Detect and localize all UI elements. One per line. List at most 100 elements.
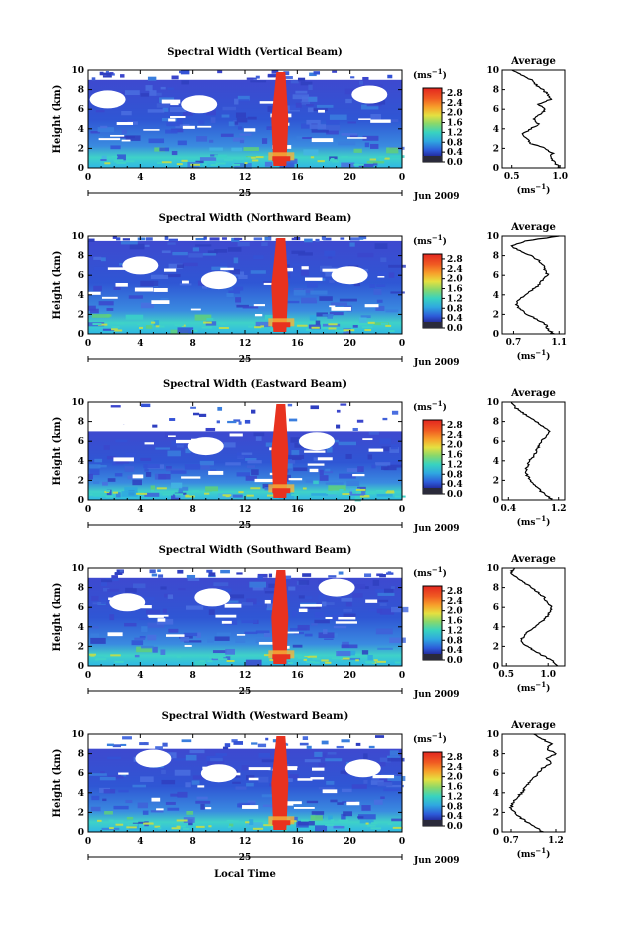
heatmap-cell — [287, 662, 293, 665]
heatmap-cell — [321, 740, 329, 745]
heatmap-gap — [338, 616, 356, 620]
heatmap-gap — [190, 308, 201, 311]
heatmap-gap — [132, 474, 144, 479]
heatmap-cell — [88, 653, 97, 656]
average-frame — [501, 567, 566, 667]
heatmap-cell — [207, 660, 213, 663]
heatmap-cell — [373, 799, 383, 805]
heatmap-cell — [263, 824, 274, 827]
colorbar-tick-label: 2.0 — [447, 109, 463, 119]
heatmap-cell — [357, 466, 364, 473]
heatmap-cell — [369, 284, 376, 288]
average-y-tick-label: 0 — [493, 164, 499, 174]
heatmap-cell — [128, 295, 143, 299]
heatmap-cell — [229, 269, 240, 275]
average-y-tick-label: 10 — [486, 66, 499, 76]
heatmap-gap — [121, 139, 131, 142]
heatmap-cell — [292, 610, 297, 617]
heatmap-cell — [339, 298, 357, 302]
heatmap-cell — [221, 114, 230, 118]
heatmap-cell — [210, 117, 216, 123]
heatmap-cell — [311, 493, 329, 496]
heatmap-cell — [145, 237, 153, 241]
heatmap-cell — [224, 743, 231, 748]
heatmap-cell — [191, 780, 200, 785]
heatmap-gap — [107, 267, 128, 270]
heatmap-cell — [390, 444, 399, 450]
heatmap-cell — [88, 238, 95, 242]
heatmap-cell — [299, 742, 309, 746]
heatmap-cell — [228, 825, 232, 828]
heatmap-cell — [349, 242, 355, 247]
heatmap-cell — [211, 491, 223, 494]
heatmap-cell — [298, 252, 313, 256]
heatmap-cell — [236, 117, 248, 123]
heatmap-cell — [161, 250, 171, 254]
heatmap-cell — [302, 736, 309, 741]
heatmap-cell — [381, 446, 396, 452]
heatmap-gap — [310, 777, 325, 780]
heatmap-cell — [163, 274, 181, 278]
heatmap-cell — [365, 661, 375, 664]
heatmap-cell — [194, 314, 212, 321]
heatmap-cell — [289, 104, 301, 111]
heatmap-cell — [322, 314, 334, 317]
heatmap-cell — [369, 158, 377, 161]
heatmap-cell — [151, 823, 158, 826]
colorbar-tick-label: 2.4 — [447, 431, 463, 441]
heatmap-cell — [323, 629, 328, 635]
heatmap-cell — [93, 256, 102, 260]
heatmap-cell — [369, 143, 379, 149]
heatmap-cell — [305, 660, 315, 663]
colorbar-tick-label: 2.8 — [447, 89, 463, 99]
average-y-tick-label: 8 — [493, 252, 499, 262]
heatmap-cell — [389, 447, 400, 453]
heatmap-cell — [180, 636, 190, 642]
heatmap-cell — [328, 575, 337, 578]
heatmap-cell — [318, 632, 335, 639]
heatmap-cell — [236, 304, 249, 308]
heatmap-cell — [101, 598, 106, 605]
heatmap-gap — [254, 313, 263, 317]
heatmap-cell — [152, 424, 158, 428]
heatmap-gap — [148, 616, 164, 618]
heatmap-cell — [102, 72, 112, 76]
heatmap-cell — [318, 594, 326, 601]
average-title: Average — [510, 720, 556, 731]
heatmap-cell — [202, 253, 217, 256]
average-y-tick-label: 4 — [493, 125, 499, 135]
heatmap-cell — [95, 110, 105, 113]
heatmap-cell — [220, 133, 234, 137]
heatmap-cell — [318, 787, 335, 790]
heatmap-cell — [138, 326, 143, 329]
heatmap-cell — [129, 243, 145, 250]
heatmap-cell — [236, 452, 250, 459]
heatmap-cell — [267, 494, 275, 497]
y-tick-label: 10 — [71, 398, 84, 408]
average-y-tick-label: 10 — [486, 398, 499, 408]
heatmap-gap — [205, 807, 212, 810]
heatmap-cell — [292, 644, 303, 648]
x-tick-label: 0 — [85, 173, 91, 183]
heatmap-cell — [332, 70, 338, 73]
heatmap-cell — [97, 136, 104, 139]
heatmap-cell — [294, 654, 303, 657]
heatmap-cell — [306, 800, 319, 804]
heatmap-cell — [342, 493, 350, 496]
heatmap-gap — [101, 296, 118, 299]
y-tick-label: 4 — [78, 789, 84, 799]
heatmap-gap — [208, 470, 224, 475]
heatmap-cell — [357, 816, 364, 819]
heatmap-cell — [325, 482, 344, 485]
colorbar-under — [423, 322, 442, 328]
colorbar-unit: (ms−1) — [413, 565, 447, 579]
heatmap-cell — [204, 492, 210, 495]
heatmap-cell — [314, 611, 325, 618]
heatmap-gap — [242, 805, 259, 809]
heatmap-cell — [121, 491, 138, 497]
heatmap-cell — [176, 264, 184, 268]
heatmap-cell — [338, 819, 349, 822]
average-y-tick-label: 6 — [493, 437, 499, 447]
colorbar-unit: (ms−1) — [413, 731, 447, 745]
x-tick-label: 0 — [85, 837, 91, 847]
